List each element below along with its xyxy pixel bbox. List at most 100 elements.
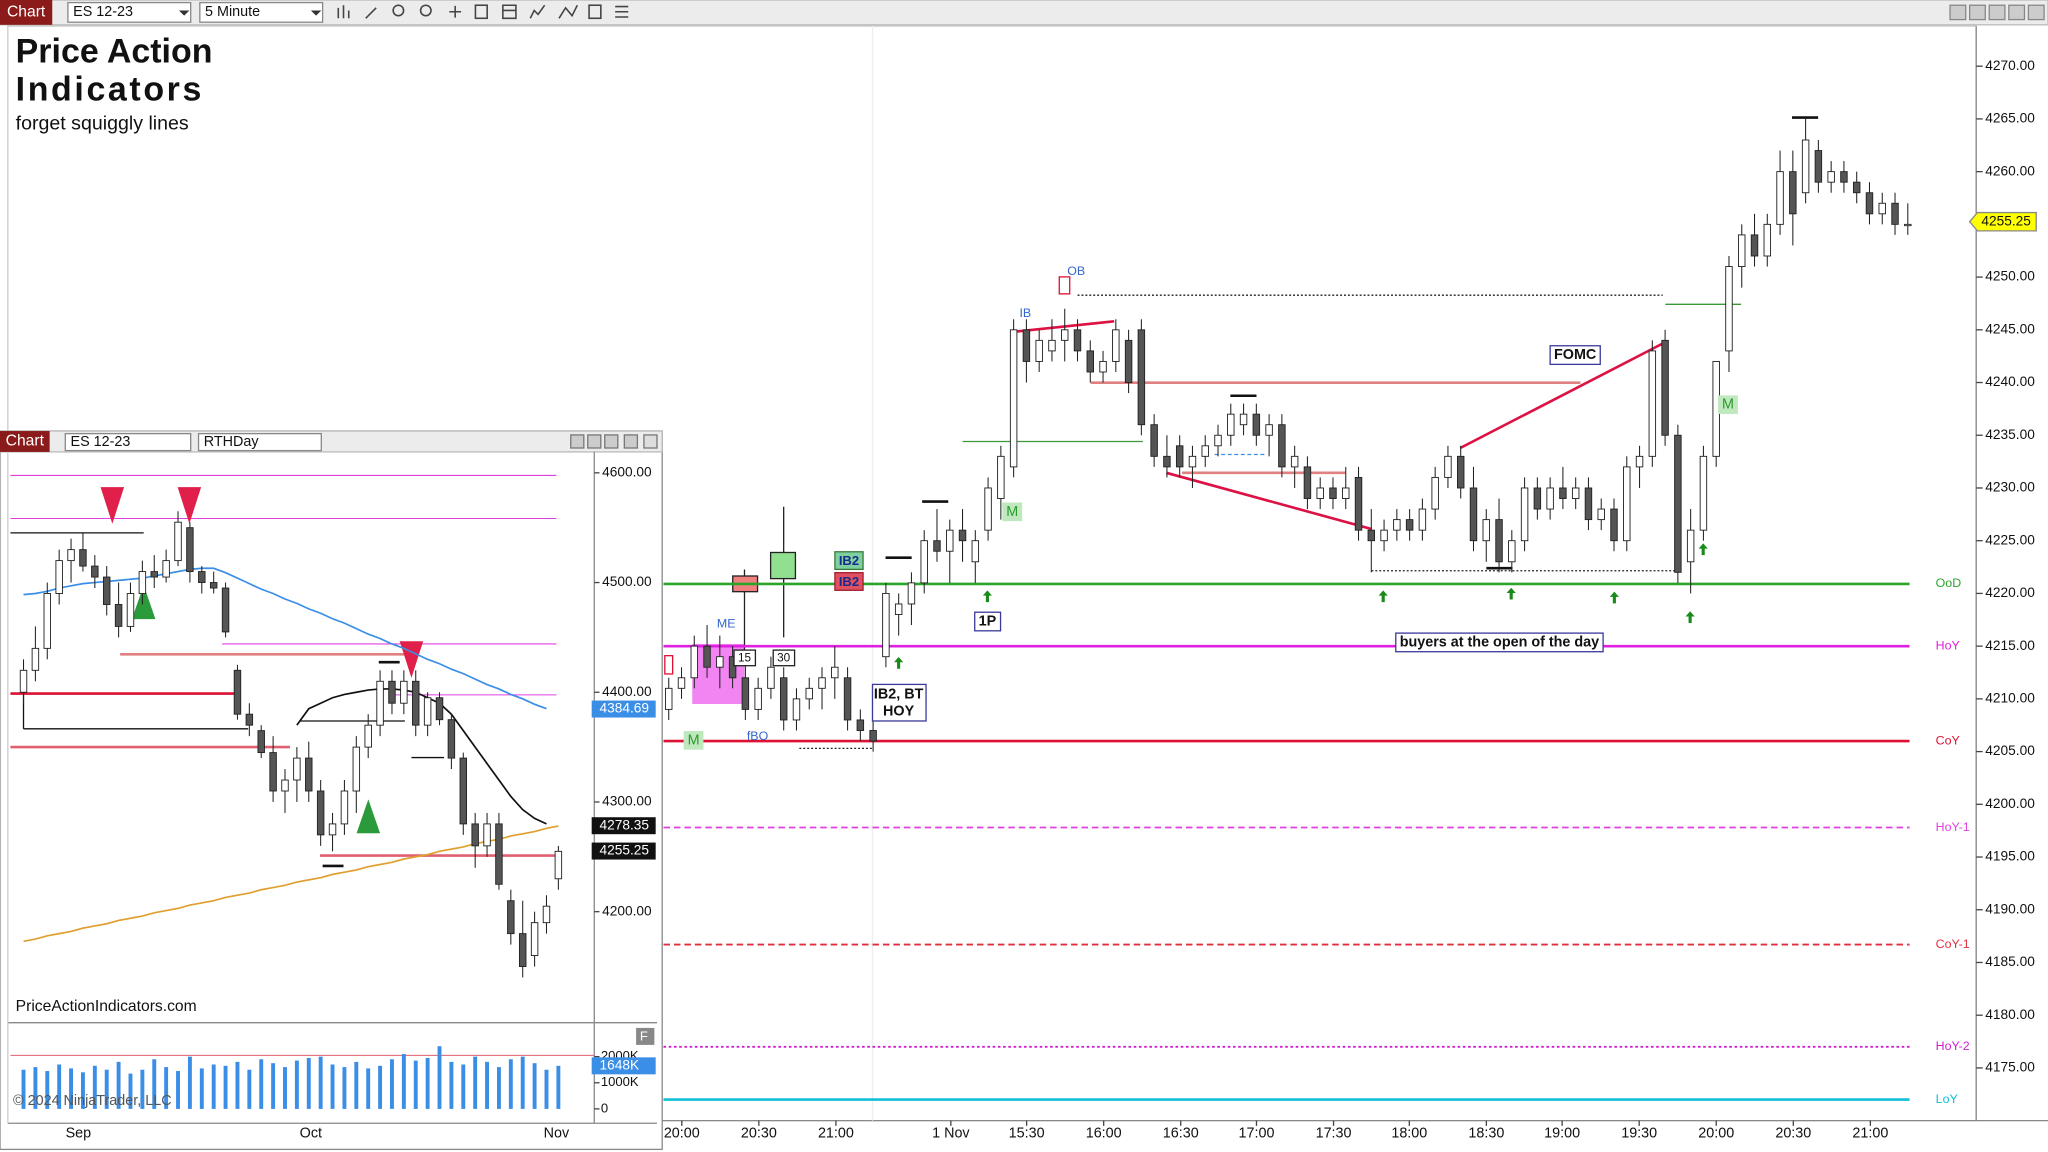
candle-body — [1239, 413, 1248, 426]
interval-label[interactable]: RTHDay — [204, 434, 260, 450]
candle-body — [376, 680, 384, 726]
tab[interactable] — [0, 431, 50, 452]
y-tick-label: 4245.00 — [1985, 321, 2035, 336]
tab-label[interactable]: Chart — [6, 433, 45, 450]
candle-body — [1048, 339, 1056, 352]
annotation: M — [688, 732, 700, 748]
annotation-box — [1549, 345, 1601, 366]
volume-bar — [21, 1069, 26, 1109]
instrument-label[interactable]: ES 12-23 — [73, 4, 133, 20]
copyright: © 2024 NinjaTrader, LLC — [13, 1093, 172, 1109]
candle-body — [1763, 223, 1772, 257]
volume-bar — [176, 1071, 180, 1109]
volume-bar — [92, 1065, 97, 1109]
annotation-box — [871, 683, 927, 722]
candle-body — [1252, 413, 1261, 436]
candle-body — [1648, 350, 1657, 457]
candle-body — [293, 757, 301, 781]
volume-bar — [449, 1061, 454, 1109]
volume-bar — [544, 1069, 549, 1109]
instrument-label[interactable]: ES 12-23 — [71, 434, 131, 450]
toolbar-icons[interactable] — [337, 4, 629, 20]
volume-bar — [116, 1061, 121, 1109]
candle-body — [340, 790, 349, 825]
price-tag-label: 4255.25 — [600, 843, 650, 858]
y-tick-label: 1000K — [601, 1074, 639, 1089]
interval-label[interactable]: 5 Minute — [205, 4, 260, 20]
volume-bar — [496, 1067, 501, 1109]
instrument-select[interactable] — [67, 1, 192, 23]
y-tick-label: 4600.00 — [602, 464, 652, 479]
level-label: HoY — [1936, 638, 1960, 652]
volume-bar — [401, 1054, 406, 1109]
candle-body — [984, 487, 992, 531]
candle-body — [741, 677, 750, 710]
volume-bar — [187, 1056, 192, 1109]
candle-body — [1405, 519, 1414, 531]
candle-body — [423, 697, 432, 726]
annotation: fBO — [747, 729, 769, 743]
x-tick-label: 16:00 — [1086, 1126, 1122, 1142]
annotation-box — [834, 572, 864, 591]
inset-chart-window: Chart ES 12-23 RTHDay — [0, 430, 663, 1151]
title: Indicators — [16, 70, 204, 108]
candle-body — [1789, 171, 1797, 215]
candle-body — [1482, 519, 1490, 542]
window-controls[interactable] — [570, 434, 658, 449]
annotation: M — [1722, 397, 1734, 413]
candle-body — [907, 582, 916, 605]
volume-bar — [390, 1059, 394, 1109]
x-tick-label: 20:30 — [741, 1126, 777, 1142]
candle-body — [1061, 329, 1069, 341]
candle-body — [400, 680, 408, 704]
candle-body — [1495, 519, 1503, 563]
annotation: 1P — [979, 614, 997, 630]
candle-body — [459, 757, 468, 825]
x-tick-label: Sep — [66, 1126, 92, 1142]
tab[interactable] — [0, 0, 53, 25]
candle-body — [174, 521, 182, 562]
pane-button[interactable]: F — [640, 1029, 648, 1044]
candle-body — [1418, 508, 1427, 531]
x-tick-label: 21:00 — [1852, 1126, 1888, 1142]
window-controls[interactable] — [1949, 4, 2045, 21]
volume-bar — [366, 1068, 371, 1109]
candle-body — [933, 540, 941, 552]
last-price-tag — [1968, 211, 2037, 232]
signal-arrow — [894, 656, 904, 669]
y-tick-label: 4230.00 — [1985, 480, 2035, 495]
candle-body — [67, 549, 75, 562]
interval-select[interactable] — [197, 432, 322, 452]
candle-body — [55, 560, 63, 594]
volume-bar — [485, 1061, 490, 1109]
volume-bar — [330, 1064, 335, 1109]
instrument-select[interactable] — [64, 432, 192, 452]
interval-select[interactable] — [199, 1, 324, 23]
candle-body — [728, 656, 737, 679]
x-tick-label: 21:00 — [818, 1126, 854, 1142]
y-tick-label: 4250.00 — [1985, 269, 2035, 284]
volume-bar — [128, 1073, 133, 1109]
level-label: LoY — [1936, 1092, 1958, 1106]
candle-body — [958, 529, 967, 542]
y-tick-label: 4175.00 — [1985, 1060, 2035, 1075]
level-label: CoY — [1936, 733, 1960, 747]
candle-body — [1316, 487, 1324, 499]
candle-body — [1610, 508, 1618, 542]
toolbar — [0, 0, 2048, 26]
candle-body — [1099, 360, 1107, 373]
candle-body — [209, 582, 218, 589]
candle-body — [412, 680, 420, 726]
candle-body — [1469, 487, 1478, 542]
last-price-label: 4255.25 — [1981, 213, 2031, 228]
price-tag — [591, 842, 656, 860]
candle-body — [1891, 202, 1899, 225]
candle-body — [19, 669, 28, 693]
signal-arrow — [1698, 543, 1708, 556]
volume-bar — [164, 1067, 169, 1109]
tab-label[interactable]: Chart — [7, 4, 46, 21]
signal-arrow — [1506, 587, 1516, 600]
candle-body — [79, 549, 87, 567]
candle-body — [1584, 487, 1593, 521]
